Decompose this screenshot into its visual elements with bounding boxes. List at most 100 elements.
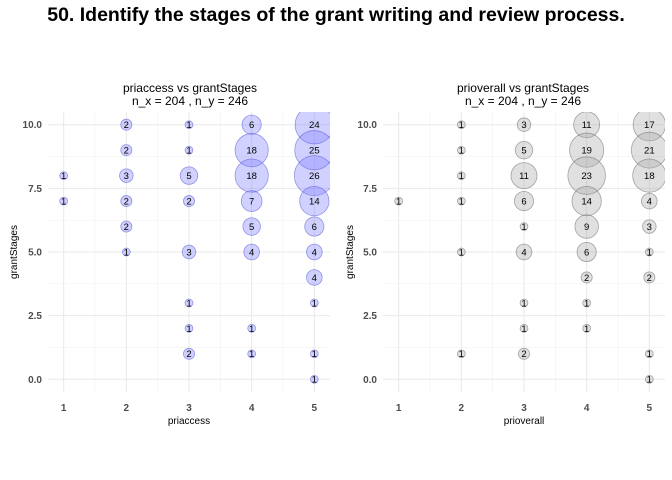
bubble-point [580, 271, 593, 284]
bubble-count-label: 2 [584, 273, 589, 284]
bubble-point [184, 145, 194, 155]
bubble-point [457, 171, 466, 180]
bubble-count-label: 5 [249, 222, 254, 233]
y-tick-label: 5.0 [28, 248, 42, 259]
bubble-count-label: 2 [124, 146, 129, 157]
bubble-count-label: 14 [581, 196, 592, 207]
bubble-count-label: 5 [186, 171, 191, 182]
bubble-point [457, 120, 466, 130]
bubble-count-label: 1 [521, 324, 526, 335]
bubble-count-label: 1 [312, 298, 317, 309]
bubble-count-label: 18 [246, 146, 257, 157]
bubble-count-label: 1 [186, 324, 191, 335]
bubble-count-label: 1 [647, 247, 652, 258]
bubble-count-label: 18 [246, 171, 257, 182]
panel-title: priaccess vs grantStages [123, 81, 257, 95]
bubble-count-label: 17 [644, 120, 655, 131]
bubble-point [294, 130, 330, 171]
bubble-point [630, 131, 665, 169]
x-tick-label: 1 [61, 403, 67, 414]
bubble-point [645, 374, 654, 384]
bubble-count-label: 1 [459, 196, 464, 207]
bubble-point [582, 298, 591, 308]
bubble-count-label: 14 [309, 196, 320, 207]
bubble-count-label: 26 [309, 171, 320, 182]
bubble-point [183, 347, 195, 360]
bubble-point [120, 195, 133, 208]
bubble-point [299, 186, 330, 217]
bubble-point [184, 324, 194, 333]
bubble-count-label: 23 [581, 171, 592, 182]
bubble-count-label: 1 [186, 120, 191, 131]
x-axis-label: prioverall [504, 416, 545, 427]
bubble-point [120, 118, 133, 131]
bubble-point [515, 243, 533, 261]
bubble-count-label: 1 [249, 349, 254, 360]
bubble-count-label: 1 [186, 146, 191, 157]
bubble-count-label: 2 [647, 273, 652, 284]
bubble-point [240, 190, 263, 212]
bubble-point [120, 220, 133, 233]
bubble-point [247, 324, 256, 333]
bubble-point [567, 156, 606, 195]
bubble-point [310, 374, 319, 384]
bubble-count-label: 11 [582, 120, 592, 131]
bubble-count-label: 4 [249, 247, 254, 258]
bubble-count-label: 1 [61, 171, 66, 182]
bubble-point [184, 298, 194, 308]
bubble-point [642, 219, 657, 234]
bubble-point [234, 133, 269, 168]
bubble-count-label: 3 [124, 171, 129, 182]
bubble-point [294, 112, 330, 145]
bubble-count-label: 11 [519, 171, 529, 182]
bubble-count-label: 3 [521, 120, 526, 131]
y-tick-label: 7.5 [28, 184, 42, 195]
bubble-count-label: 2 [186, 349, 191, 360]
bubble-point [518, 347, 530, 360]
bubble-count-label: 4 [312, 273, 317, 284]
x-tick-label: 3 [186, 403, 192, 414]
bubble-point [181, 244, 197, 260]
bubble-count-label: 1 [124, 247, 129, 258]
y-axis-label: grantStages [345, 225, 356, 279]
bubbles: 1111111351161411211192314962111721184312… [394, 112, 665, 386]
bubble-point [457, 349, 466, 359]
x-tick-label: 5 [647, 403, 653, 414]
bubble-count-label: 2 [124, 196, 129, 207]
y-axis-label: grantStages [9, 225, 20, 279]
bubble-count-label: 19 [581, 146, 592, 157]
y-tick-label: 10.0 [358, 120, 378, 131]
bubble-point [519, 222, 529, 231]
bubble-point [632, 158, 665, 193]
bubble-count-label: 1 [249, 324, 254, 335]
bubble-point [643, 271, 656, 284]
bubble-count-label: 18 [644, 171, 655, 182]
bubble-count-label: 1 [647, 375, 652, 386]
bubble-point [184, 120, 194, 130]
bubble-point [179, 166, 199, 185]
y-tick-label: 10.0 [23, 120, 43, 131]
bubble-count-label: 3 [186, 247, 191, 258]
bubble-point [234, 158, 269, 193]
bubble-point [293, 155, 330, 197]
y-tick-label: 0.0 [363, 375, 377, 386]
bubble-count-label: 1 [312, 349, 317, 360]
panel-title: prioverall vs grantStages [457, 81, 589, 95]
bubble-point [519, 298, 529, 308]
bubble-point [183, 195, 195, 208]
x-tick-label: 2 [459, 403, 465, 414]
x-tick-label: 4 [584, 403, 590, 414]
bubble-count-label: 1 [312, 375, 317, 386]
bubble-point [59, 196, 68, 206]
panel-2: 1111111351161411211192314962111721184312… [345, 81, 665, 427]
bubble-point [306, 243, 323, 261]
bubble-count-label: 6 [521, 196, 526, 207]
y-tick-label: 5.0 [363, 248, 377, 259]
bubble-point [513, 191, 535, 212]
bubble-count-label: 1 [459, 171, 464, 182]
bubble-point [242, 217, 261, 236]
y-tick-label: 7.5 [363, 184, 377, 195]
bubble-point [457, 145, 466, 155]
bubble-count-label: 1 [584, 324, 589, 335]
bubble-count-label: 1 [647, 349, 652, 360]
